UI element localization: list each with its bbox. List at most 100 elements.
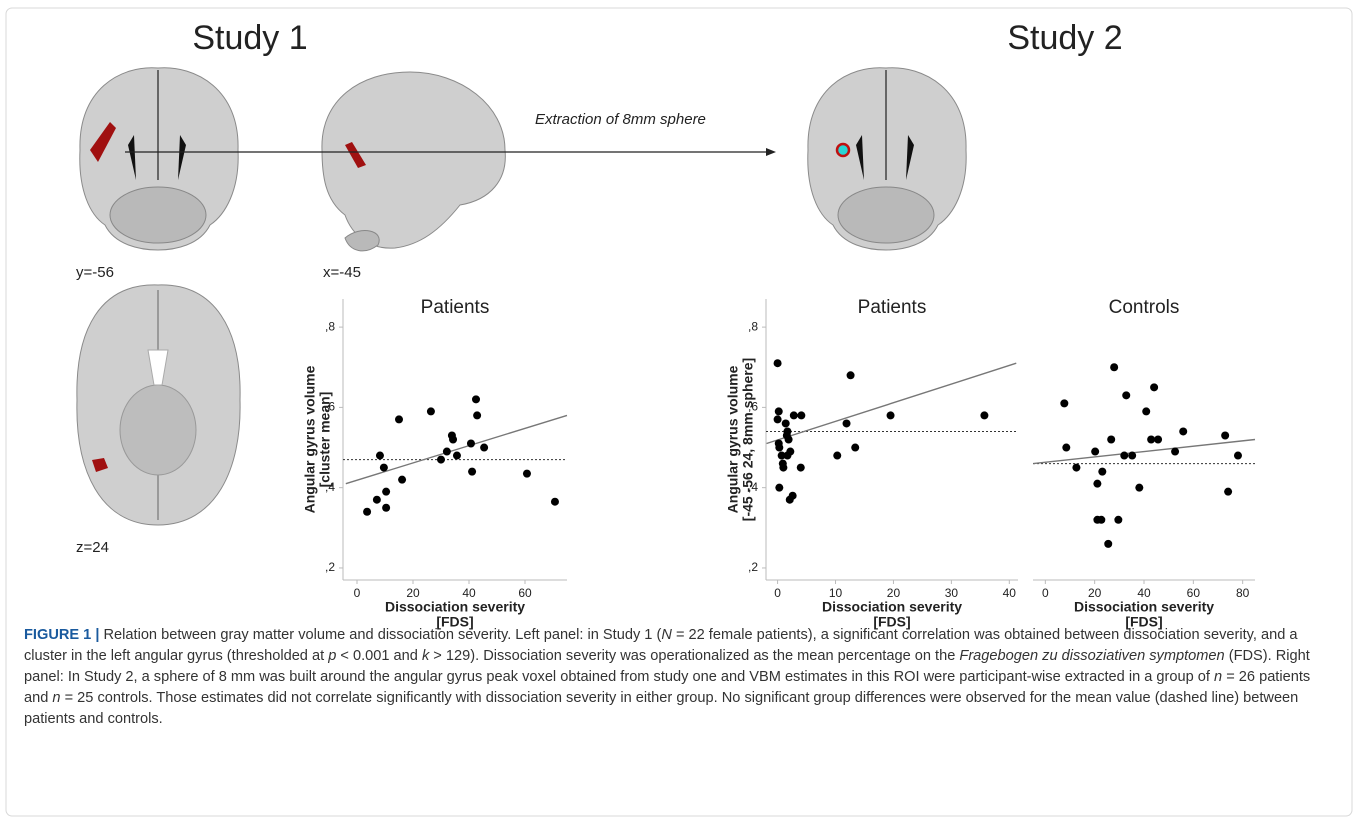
point bbox=[1110, 363, 1118, 371]
page: Study 1 Study 2 Extraction of 8mm sphere… bbox=[0, 0, 1358, 822]
point bbox=[847, 371, 855, 379]
caption-text: = 25 controls. Those estimates did not c… bbox=[24, 690, 1298, 727]
caption-italic: Fragebogen zu dissoziativen symptomen bbox=[959, 648, 1224, 664]
y-axis-label: [-45 -56 24, 8mm sphere] bbox=[740, 358, 756, 521]
caption-italic: N bbox=[661, 627, 672, 643]
point bbox=[1072, 464, 1080, 472]
caption-label: FIGURE 1 | bbox=[24, 627, 99, 643]
point bbox=[373, 496, 381, 504]
x-tick-label: 0 bbox=[774, 586, 781, 600]
caption-text: < 0.001 and bbox=[336, 648, 422, 664]
point bbox=[449, 436, 457, 444]
y-axis-label: [cluster mean] bbox=[317, 392, 333, 488]
point bbox=[775, 444, 783, 452]
point bbox=[790, 411, 798, 419]
y-axis-label: Angular gyrus volume bbox=[725, 365, 741, 513]
point bbox=[782, 419, 790, 427]
annotation: Extraction of 8mm sphere bbox=[535, 111, 706, 128]
point bbox=[789, 492, 797, 500]
point bbox=[376, 452, 384, 460]
caption-text: Relation between gray matter volume and … bbox=[99, 627, 661, 643]
point bbox=[1179, 427, 1187, 435]
point bbox=[786, 448, 794, 456]
point bbox=[1097, 516, 1105, 524]
point bbox=[797, 464, 805, 472]
x-tick-label: 80 bbox=[1236, 586, 1250, 600]
x-tick-label: 0 bbox=[1042, 586, 1049, 600]
point bbox=[398, 476, 406, 484]
y-axis-label: Angular gyrus volume bbox=[302, 365, 318, 513]
point bbox=[380, 464, 388, 472]
caption-text: > 129). Dissociation severity was operat… bbox=[429, 648, 959, 664]
point bbox=[1120, 452, 1128, 460]
point bbox=[1091, 448, 1099, 456]
point bbox=[1234, 452, 1242, 460]
point bbox=[775, 407, 783, 415]
point bbox=[887, 411, 895, 419]
brain-coronal bbox=[80, 68, 238, 250]
point bbox=[1142, 407, 1150, 415]
point bbox=[473, 411, 481, 419]
point bbox=[1098, 468, 1106, 476]
x-axis-label: Dissociation severity bbox=[385, 599, 525, 615]
point bbox=[833, 452, 841, 460]
point bbox=[1104, 540, 1112, 548]
point bbox=[774, 415, 782, 423]
point bbox=[779, 464, 787, 472]
point bbox=[382, 504, 390, 512]
point bbox=[382, 488, 390, 496]
point bbox=[427, 407, 435, 415]
y-tick-label: ,2 bbox=[748, 560, 758, 574]
x-axis-label: Dissociation severity bbox=[1074, 599, 1214, 615]
point bbox=[775, 484, 783, 492]
point bbox=[467, 440, 475, 448]
point bbox=[1221, 431, 1229, 439]
point bbox=[843, 419, 851, 427]
point bbox=[472, 395, 480, 403]
caption: FIGURE 1 | Relation between gray matter … bbox=[24, 625, 1336, 730]
point bbox=[783, 427, 791, 435]
chart-title: Patients bbox=[421, 297, 490, 318]
point bbox=[1107, 436, 1115, 444]
x-axis-label: Dissociation severity bbox=[822, 599, 962, 615]
arrowhead bbox=[766, 148, 776, 156]
brain-axial bbox=[77, 285, 240, 525]
point bbox=[1060, 399, 1068, 407]
slice-label: z=24 bbox=[76, 539, 109, 556]
panel-title: Study 2 bbox=[1007, 19, 1122, 57]
point bbox=[797, 411, 805, 419]
y-tick-label: ,8 bbox=[325, 319, 335, 333]
point bbox=[851, 444, 859, 452]
brain-sagittal bbox=[322, 72, 505, 251]
point bbox=[1122, 391, 1130, 399]
fit-line bbox=[1033, 440, 1255, 464]
x-tick-label: 40 bbox=[1003, 586, 1017, 600]
point bbox=[1154, 436, 1162, 444]
point bbox=[437, 456, 445, 464]
point bbox=[1114, 516, 1122, 524]
point bbox=[1147, 436, 1155, 444]
point bbox=[468, 468, 476, 476]
panel-title: Study 1 bbox=[192, 19, 307, 57]
point bbox=[980, 411, 988, 419]
x-tick-label: 0 bbox=[354, 586, 361, 600]
point bbox=[395, 415, 403, 423]
point bbox=[1093, 480, 1101, 488]
point bbox=[480, 444, 488, 452]
point bbox=[453, 452, 461, 460]
point bbox=[363, 508, 371, 516]
point bbox=[443, 448, 451, 456]
y-tick-label: ,8 bbox=[748, 319, 758, 333]
brain-coronal bbox=[808, 68, 966, 250]
point bbox=[1150, 383, 1158, 391]
fit-line bbox=[346, 415, 567, 483]
point bbox=[551, 498, 559, 506]
caption-italic: n bbox=[52, 690, 60, 706]
point bbox=[523, 470, 531, 478]
slice-label: y=-56 bbox=[76, 264, 114, 281]
point bbox=[1171, 448, 1179, 456]
point bbox=[1135, 484, 1143, 492]
point bbox=[1062, 444, 1070, 452]
caption-italic: n bbox=[1214, 669, 1222, 685]
point bbox=[1224, 488, 1232, 496]
